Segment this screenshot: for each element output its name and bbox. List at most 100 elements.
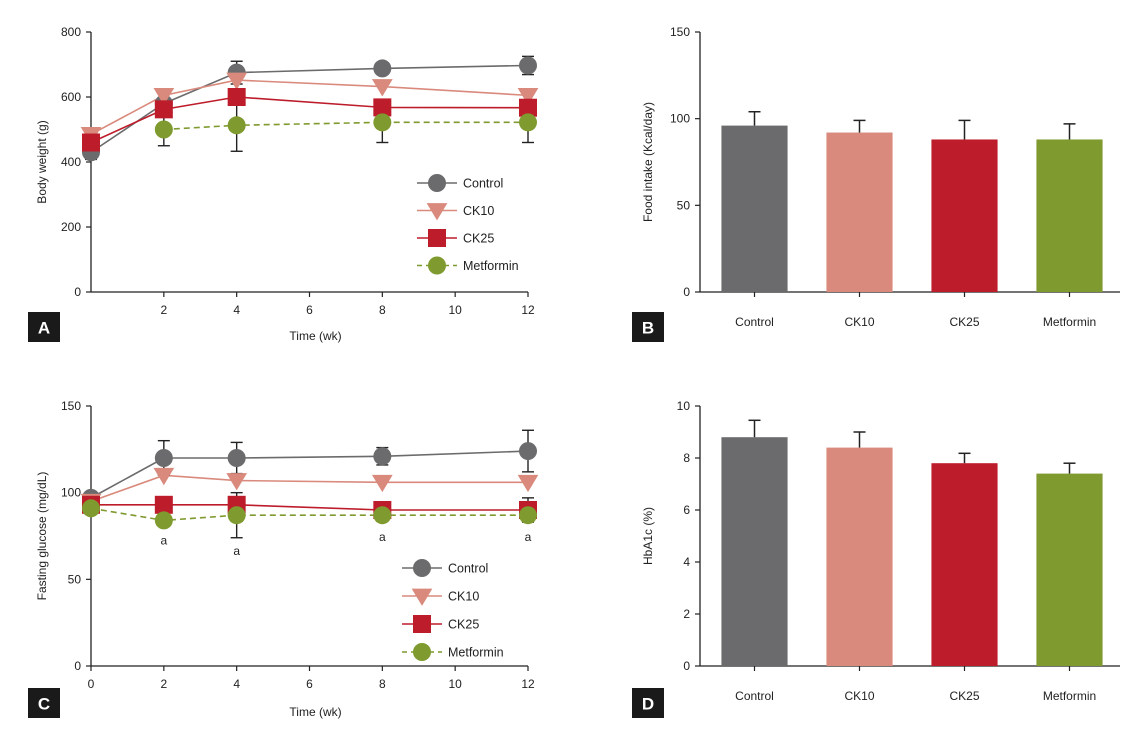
legend-marker-metformin [413, 643, 431, 661]
bar-control [721, 125, 788, 292]
legend-marker-ck10 [426, 203, 448, 221]
y-axis-label: Food intake (Kcal/day) [641, 102, 655, 222]
data-point-ck10 [517, 87, 539, 106]
data-point-ck25 [154, 100, 173, 119]
x-tick-label: 6 [306, 677, 313, 691]
panel-a-body-weight: 0 200 400 600 800 Body weight (g) 2 4 6 8 10 12 Time… [28, 25, 539, 343]
legend-label-metformin: Metformin [448, 646, 504, 660]
x-tick-label: 12 [521, 303, 535, 317]
significance-annotation: a [379, 530, 386, 544]
x-tick-label: 10 [448, 303, 462, 317]
data-point-control [373, 59, 392, 78]
data-point-control [373, 447, 392, 466]
data-point-metformin [373, 113, 392, 132]
panel-label-d: D [642, 695, 654, 714]
x-tick-label: 0 [88, 677, 95, 691]
x-tick-label-metformin: Metformin [1043, 315, 1096, 329]
legend-marker-ck25 [428, 229, 446, 247]
panel-d-hba1c: 0 2 4 6 8 10 HbA1c (%) Control CK10 CK25 Metformin… [632, 399, 1120, 718]
data-point-ck10 [153, 87, 175, 106]
bar-control [721, 437, 788, 666]
panel-label-c: C [38, 695, 50, 714]
data-point-ck10 [371, 79, 393, 97]
y-tick-label: 200 [61, 220, 81, 234]
panel-label-a: A [38, 319, 50, 338]
y-tick-label: 50 [68, 572, 82, 586]
significance-annotation: a [233, 544, 240, 558]
x-tick-label-ck10: CK10 [844, 689, 874, 703]
x-tick-label-control: Control [735, 315, 774, 329]
bar-ck10 [826, 132, 893, 292]
legend-marker-metformin [428, 256, 446, 275]
bar-ck10 [826, 447, 893, 666]
y-axis-label: Body weight (g) [35, 120, 49, 203]
panel-label-box [28, 312, 60, 342]
x-tick-label-ck10: CK10 [844, 315, 874, 329]
legend-label-control: Control [463, 177, 503, 191]
x-tick-label: 6 [306, 303, 313, 317]
data-point-ck25 [519, 98, 537, 117]
data-point-metformin [154, 511, 173, 530]
data-point-ck10 [517, 474, 539, 493]
panel-label-b: B [642, 319, 654, 338]
y-tick-label: 400 [61, 155, 81, 169]
x-axis-label: Time (wk) [289, 329, 341, 343]
data-point-metformin [519, 113, 537, 132]
x-tick-label: 12 [521, 677, 535, 691]
legend-label-ck25: CK25 [448, 618, 479, 632]
legend-label-ck25: CK25 [463, 232, 494, 246]
panel-label-box [632, 688, 664, 718]
y-tick-label: 600 [61, 90, 81, 104]
series-line-metformin [90, 507, 528, 522]
legend-label-ck10: CK10 [448, 590, 479, 604]
legend-marker-ck25 [413, 615, 431, 633]
legend-label-ck10: CK10 [463, 204, 494, 218]
data-point-control [227, 449, 246, 467]
legend: Control CK10 CK25 Metformin [417, 174, 519, 275]
x-tick-label-ck25: CK25 [949, 315, 979, 329]
x-tick-label: 2 [160, 677, 167, 691]
panel-b-food-intake: 0 50 100 150 Food intake (Kcal/day) Control CK… [632, 25, 1120, 342]
x-tick-label: 2 [160, 303, 167, 317]
x-tick-label-ck25: CK25 [949, 689, 979, 703]
y-axis-label: Fasting glucose (mg/dL) [35, 472, 49, 601]
data-point-ck10 [371, 474, 393, 493]
bar-ck25 [931, 463, 998, 666]
panel-label-box [28, 688, 60, 718]
data-point-control [154, 449, 173, 467]
y-tick-label: 100 [61, 486, 81, 500]
x-tick-label: 10 [448, 677, 462, 691]
y-tick-label: 2 [683, 607, 690, 621]
y-tick-label: 100 [670, 112, 690, 126]
x-tick-label: 8 [379, 677, 386, 691]
y-axis-label: HbA1c (%) [641, 507, 655, 565]
legend-marker-ck10 [411, 588, 433, 606]
data-point-ck25 [82, 133, 100, 152]
bar-metformin [1036, 473, 1103, 666]
data-point-metformin [227, 116, 246, 135]
x-tick-label: 4 [233, 303, 240, 317]
data-point-metformin [227, 506, 246, 525]
legend-marker-control [428, 174, 446, 192]
data-point-ck25 [373, 98, 392, 117]
data-point-ck10 [226, 473, 248, 491]
y-tick-label: 800 [61, 25, 81, 39]
x-tick-label-control: Control [735, 689, 774, 703]
y-tick-label: 8 [683, 451, 690, 465]
legend-label-metformin: Metformin [463, 259, 519, 273]
y-tick-label: 150 [61, 399, 81, 413]
panel-c-fasting-glucose: 0 50 100 150 Fasting glucose (mg/dL) 0 2 4 6 8 10 1… [28, 399, 539, 719]
x-tick-label: 4 [233, 677, 240, 691]
data-point-control [519, 442, 537, 461]
legend: Control CK10 CK25 Metformin [402, 559, 504, 661]
data-point-ck25 [227, 88, 246, 106]
bar-ck25 [931, 139, 998, 292]
y-tick-label: 0 [683, 659, 690, 673]
y-tick-label: 0 [74, 659, 81, 673]
data-point-metformin [519, 506, 537, 525]
x-axis-label: Time (wk) [289, 705, 341, 719]
data-point-ck10 [153, 467, 175, 486]
y-tick-label: 50 [677, 198, 691, 212]
panel-label-box [632, 312, 664, 342]
